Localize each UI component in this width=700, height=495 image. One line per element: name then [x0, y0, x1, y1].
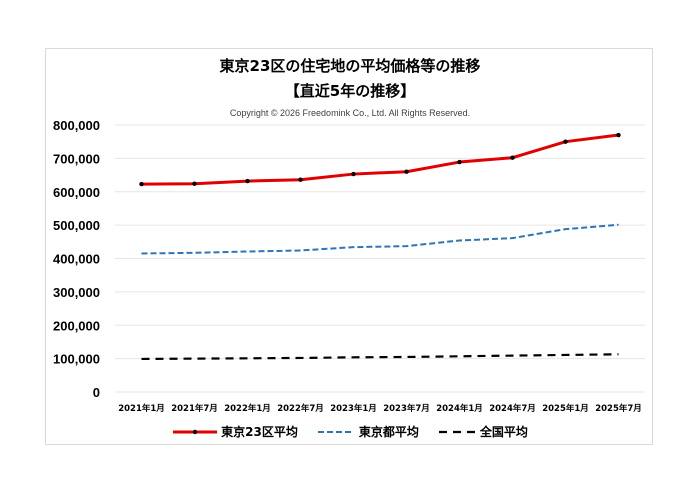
legend-label: 東京23区平均 [221, 425, 298, 439]
x-tick-label: 2022年7月 [277, 403, 324, 414]
data-point-marker [510, 155, 515, 160]
x-axis-labels: 2021年1月 2021年7月 2022年1月 2022年7月 2023年1月 2023年… [118, 403, 642, 414]
legend-label: 東京都平均 [358, 425, 419, 439]
legend-label: 全国平均 [479, 425, 528, 439]
x-tick-label: 2021年7月 [171, 403, 218, 414]
series-line [141, 223, 619, 255]
y-tick-label: 700,000 [53, 151, 100, 166]
data-point-marker [457, 159, 462, 165]
x-tick-label: 2025年7月 [595, 403, 642, 414]
legend-dashed-line-icon [317, 430, 354, 433]
y-tick-label: 300,000 [53, 285, 100, 300]
data-point-marker [298, 177, 303, 182]
data-point-marker [245, 178, 250, 184]
data-point-marker [351, 171, 356, 177]
legend-solid-line-marker-icon [173, 429, 218, 434]
y-tick-label: 100,000 [53, 352, 100, 367]
chart-subtitle: 【直近5年の推移】 [284, 82, 416, 100]
legend: 東京23区平均 東京都平均 全国平均 [0, 423, 700, 440]
y-axis-labels: 0 100,000 200,000 300,000 400,000 500,000 600,… [53, 118, 100, 400]
x-tick-label: 2021年1月 [118, 403, 165, 414]
data-point-marker [192, 181, 197, 186]
y-tick-label: 600,000 [53, 185, 100, 200]
y-tick-label: 200,000 [53, 318, 100, 333]
series-line [141, 353, 619, 361]
gridlines [115, 124, 645, 393]
data-series [139, 132, 621, 361]
data-point-marker [404, 169, 409, 174]
legend-item-tokyo: 東京都平均 [316, 423, 419, 440]
x-tick-label: 2022年1月 [224, 403, 271, 414]
x-tick-label: 2024年7月 [489, 403, 536, 414]
series-line [141, 133, 619, 186]
data-point-marker [139, 181, 144, 187]
x-tick-label: 2025年1月 [542, 403, 589, 414]
data-point-marker [616, 132, 621, 138]
y-tick-label: 400,000 [53, 252, 100, 267]
data-point-marker [563, 139, 568, 144]
x-tick-label: 2023年7月 [383, 403, 430, 414]
x-tick-label: 2023年1月 [330, 403, 377, 414]
copyright-notice: Copyright © 2026 Freedomink Co., Ltd. Al… [229, 108, 471, 118]
legend-item-national: 全国平均 [437, 423, 528, 440]
legend-item-tokyo23: 東京23区平均 [172, 423, 298, 440]
x-tick-label: 2024年1月 [436, 403, 483, 414]
y-tick-label: 800,000 [53, 118, 100, 133]
y-tick-label: 500,000 [53, 218, 100, 233]
y-tick-label: 0 [93, 385, 100, 400]
chart-title: 東京23区の住宅地の平均価格等の推移 [219, 57, 481, 75]
legend-long-dashed-line-icon [438, 430, 475, 433]
